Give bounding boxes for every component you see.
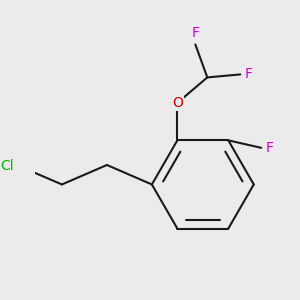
Text: F: F xyxy=(191,26,199,40)
Text: O: O xyxy=(172,96,183,110)
Text: F: F xyxy=(266,141,274,155)
Text: F: F xyxy=(245,68,253,81)
Text: Cl: Cl xyxy=(0,160,14,173)
